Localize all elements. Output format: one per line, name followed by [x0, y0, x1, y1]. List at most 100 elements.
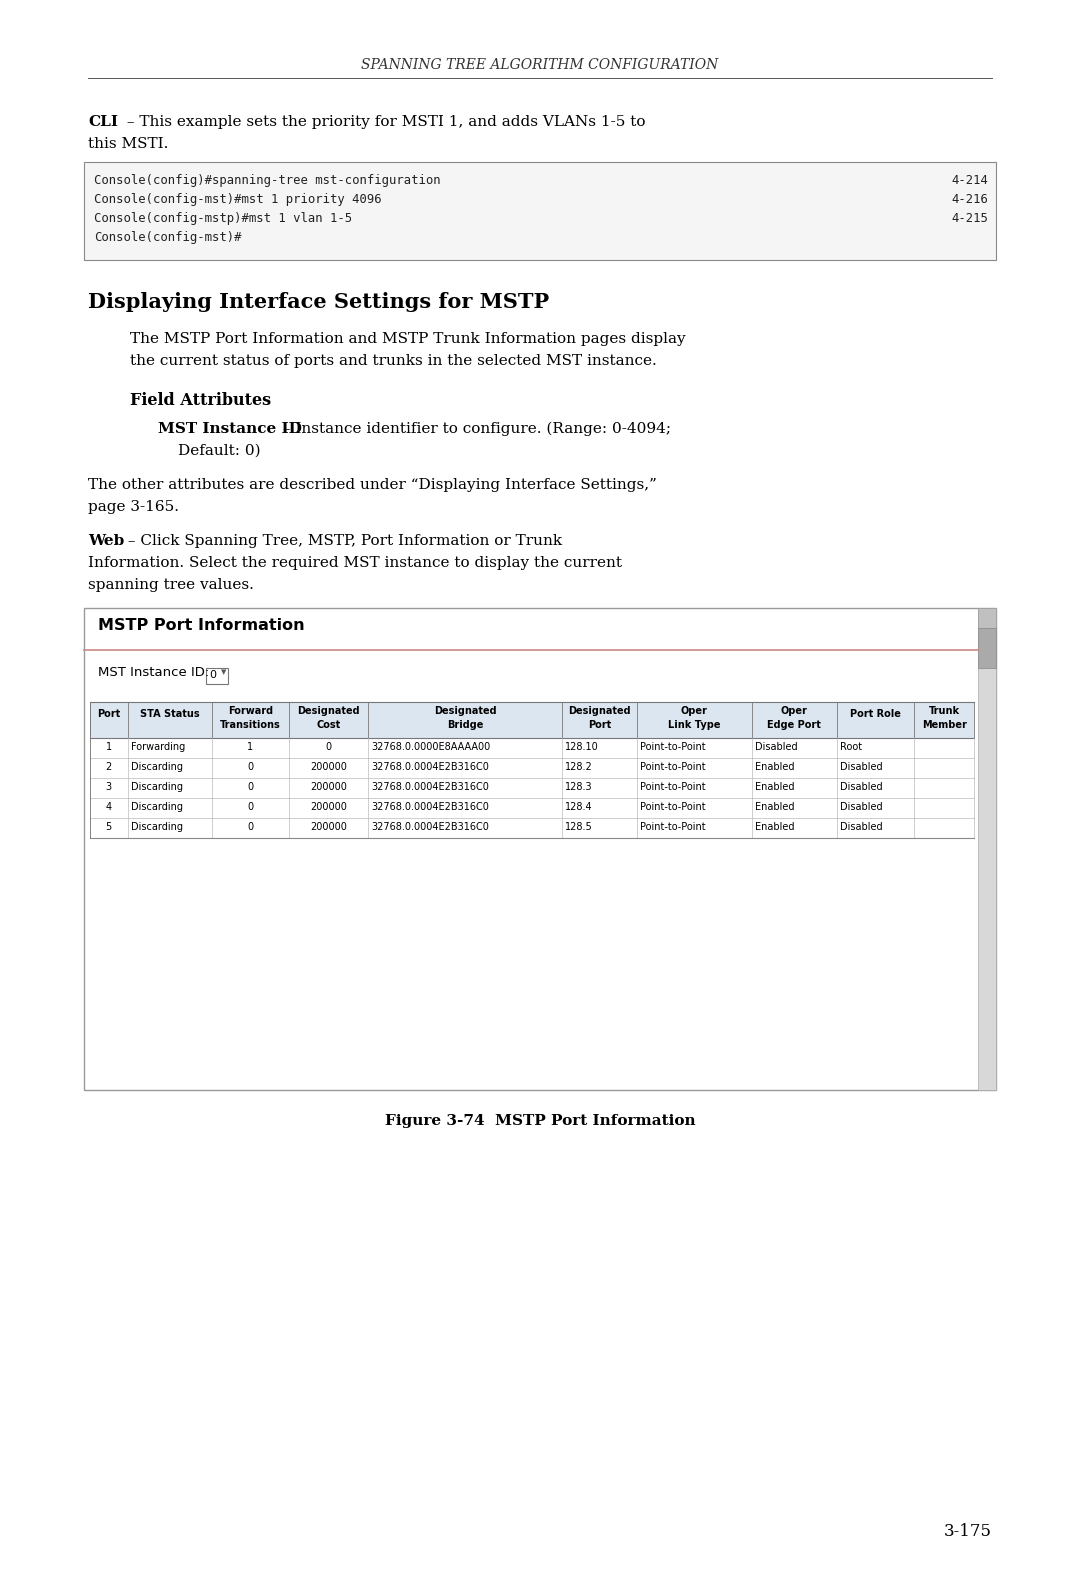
- Text: Cost: Cost: [316, 721, 341, 730]
- Bar: [90, 702, 974, 738]
- Bar: [978, 628, 996, 667]
- Text: 2: 2: [106, 761, 112, 772]
- Text: Disabled: Disabled: [840, 761, 882, 772]
- Text: Disabled: Disabled: [840, 802, 882, 812]
- Text: 200000: 200000: [310, 782, 347, 791]
- Bar: [978, 608, 996, 1090]
- Text: Disabled: Disabled: [840, 782, 882, 791]
- Bar: [90, 818, 974, 838]
- Text: 32768.0.0000E8AAAA00: 32768.0.0000E8AAAA00: [372, 743, 490, 752]
- Text: 4-216: 4-216: [951, 193, 988, 206]
- Bar: [90, 779, 974, 798]
- Text: 32768.0.0004E2B316C0: 32768.0.0004E2B316C0: [372, 782, 489, 791]
- Text: 5: 5: [106, 823, 112, 832]
- Text: MST Instance ID:: MST Instance ID:: [98, 666, 210, 678]
- Text: this MSTI.: this MSTI.: [87, 137, 168, 151]
- Text: 0: 0: [247, 782, 254, 791]
- Text: MST Instance ID: MST Instance ID: [158, 422, 302, 436]
- Text: Designated: Designated: [434, 706, 497, 716]
- Text: Disabled: Disabled: [840, 823, 882, 832]
- Text: 4: 4: [106, 802, 112, 812]
- Text: Bridge: Bridge: [447, 721, 484, 730]
- Text: Point-to-Point: Point-to-Point: [640, 761, 705, 772]
- Text: spanning tree values.: spanning tree values.: [87, 578, 254, 592]
- Text: CLI: CLI: [87, 115, 118, 129]
- Text: 4-215: 4-215: [951, 212, 988, 225]
- Text: 3: 3: [106, 782, 112, 791]
- Text: 0: 0: [325, 743, 332, 752]
- Text: 1: 1: [106, 743, 112, 752]
- Text: 1: 1: [247, 743, 254, 752]
- Text: Displaying Interface Settings for MSTP: Displaying Interface Settings for MSTP: [87, 292, 549, 312]
- Text: Designated: Designated: [568, 706, 631, 716]
- Text: MSTP Port Information: MSTP Port Information: [98, 619, 305, 633]
- Text: Point-to-Point: Point-to-Point: [640, 823, 705, 832]
- Text: page 3-165.: page 3-165.: [87, 499, 179, 513]
- Text: 200000: 200000: [310, 761, 347, 772]
- Text: Transitions: Transitions: [220, 721, 281, 730]
- Bar: [84, 162, 996, 261]
- Text: Point-to-Point: Point-to-Point: [640, 743, 705, 752]
- Text: 32768.0.0004E2B316C0: 32768.0.0004E2B316C0: [372, 761, 489, 772]
- Text: Discarding: Discarding: [131, 782, 183, 791]
- Text: The other attributes are described under “Displaying Interface Settings,”: The other attributes are described under…: [87, 477, 657, 491]
- Text: 128.10: 128.10: [565, 743, 598, 752]
- Text: Figure 3-74  MSTP Port Information: Figure 3-74 MSTP Port Information: [384, 1115, 696, 1127]
- Text: Enabled: Enabled: [755, 802, 795, 812]
- Text: Point-to-Point: Point-to-Point: [640, 802, 705, 812]
- Text: Disabled: Disabled: [755, 743, 797, 752]
- Text: Information. Select the required MST instance to display the current: Information. Select the required MST ins…: [87, 556, 622, 570]
- Text: Point-to-Point: Point-to-Point: [640, 782, 705, 791]
- Text: Oper: Oper: [781, 706, 808, 716]
- Text: 128.2: 128.2: [565, 761, 593, 772]
- Text: – Instance identifier to configure. (Range: 0-4094;: – Instance identifier to configure. (Ran…: [278, 422, 671, 436]
- Text: 3-175: 3-175: [944, 1523, 993, 1540]
- Text: Forwarding: Forwarding: [131, 743, 185, 752]
- Text: Trunk: Trunk: [929, 706, 960, 716]
- Text: Default: 0): Default: 0): [178, 444, 260, 458]
- Text: ▼: ▼: [220, 669, 226, 675]
- Text: 0: 0: [247, 802, 254, 812]
- Text: – Click Spanning Tree, MSTP, Port Information or Trunk: – Click Spanning Tree, MSTP, Port Inform…: [123, 534, 562, 548]
- Bar: [978, 608, 996, 628]
- Text: 200000: 200000: [310, 823, 347, 832]
- Text: Discarding: Discarding: [131, 802, 183, 812]
- Bar: [84, 608, 996, 1090]
- Text: Link Type: Link Type: [669, 721, 720, 730]
- Text: SPANNING TREE ALGORITHM CONFIGURATION: SPANNING TREE ALGORITHM CONFIGURATION: [362, 58, 718, 72]
- Text: Web: Web: [87, 534, 124, 548]
- Text: Member: Member: [921, 721, 967, 730]
- Text: The MSTP Port Information and MSTP Trunk Information pages display: The MSTP Port Information and MSTP Trunk…: [130, 331, 686, 345]
- Text: – This example sets the priority for MSTI 1, and adds VLANs 1-5 to: – This example sets the priority for MST…: [122, 115, 646, 129]
- Text: Console(config-mst)#: Console(config-mst)#: [94, 231, 242, 243]
- Text: Enabled: Enabled: [755, 823, 795, 832]
- Text: Discarding: Discarding: [131, 823, 183, 832]
- Bar: [90, 798, 974, 818]
- Text: 128.4: 128.4: [565, 802, 593, 812]
- Text: Designated: Designated: [297, 706, 360, 716]
- Bar: [90, 738, 974, 758]
- Text: Port: Port: [97, 710, 120, 719]
- Text: 4-214: 4-214: [951, 174, 988, 187]
- Bar: [90, 758, 974, 779]
- Text: STA Status: STA Status: [139, 710, 200, 719]
- Text: Console(config)#spanning-tree mst-configuration: Console(config)#spanning-tree mst-config…: [94, 174, 441, 187]
- Text: the current status of ports and trunks in the selected MST instance.: the current status of ports and trunks i…: [130, 353, 657, 367]
- Text: 32768.0.0004E2B316C0: 32768.0.0004E2B316C0: [372, 802, 489, 812]
- Text: Root: Root: [840, 743, 862, 752]
- Text: 32768.0.0004E2B316C0: 32768.0.0004E2B316C0: [372, 823, 489, 832]
- Text: Edge Port: Edge Port: [768, 721, 822, 730]
- Text: Enabled: Enabled: [755, 761, 795, 772]
- Text: Forward: Forward: [228, 706, 273, 716]
- Text: 200000: 200000: [310, 802, 347, 812]
- Text: Console(config-mst)#mst 1 priority 4096: Console(config-mst)#mst 1 priority 4096: [94, 193, 381, 206]
- Text: 128.5: 128.5: [565, 823, 593, 832]
- Text: Discarding: Discarding: [131, 761, 183, 772]
- Text: Oper: Oper: [681, 706, 707, 716]
- Text: Enabled: Enabled: [755, 782, 795, 791]
- Text: Console(config-mstp)#mst 1 vlan 1-5: Console(config-mstp)#mst 1 vlan 1-5: [94, 212, 352, 225]
- Text: Field Attributes: Field Attributes: [130, 392, 271, 410]
- Text: 0: 0: [210, 670, 216, 680]
- Text: Port: Port: [588, 721, 611, 730]
- Bar: [206, 667, 228, 685]
